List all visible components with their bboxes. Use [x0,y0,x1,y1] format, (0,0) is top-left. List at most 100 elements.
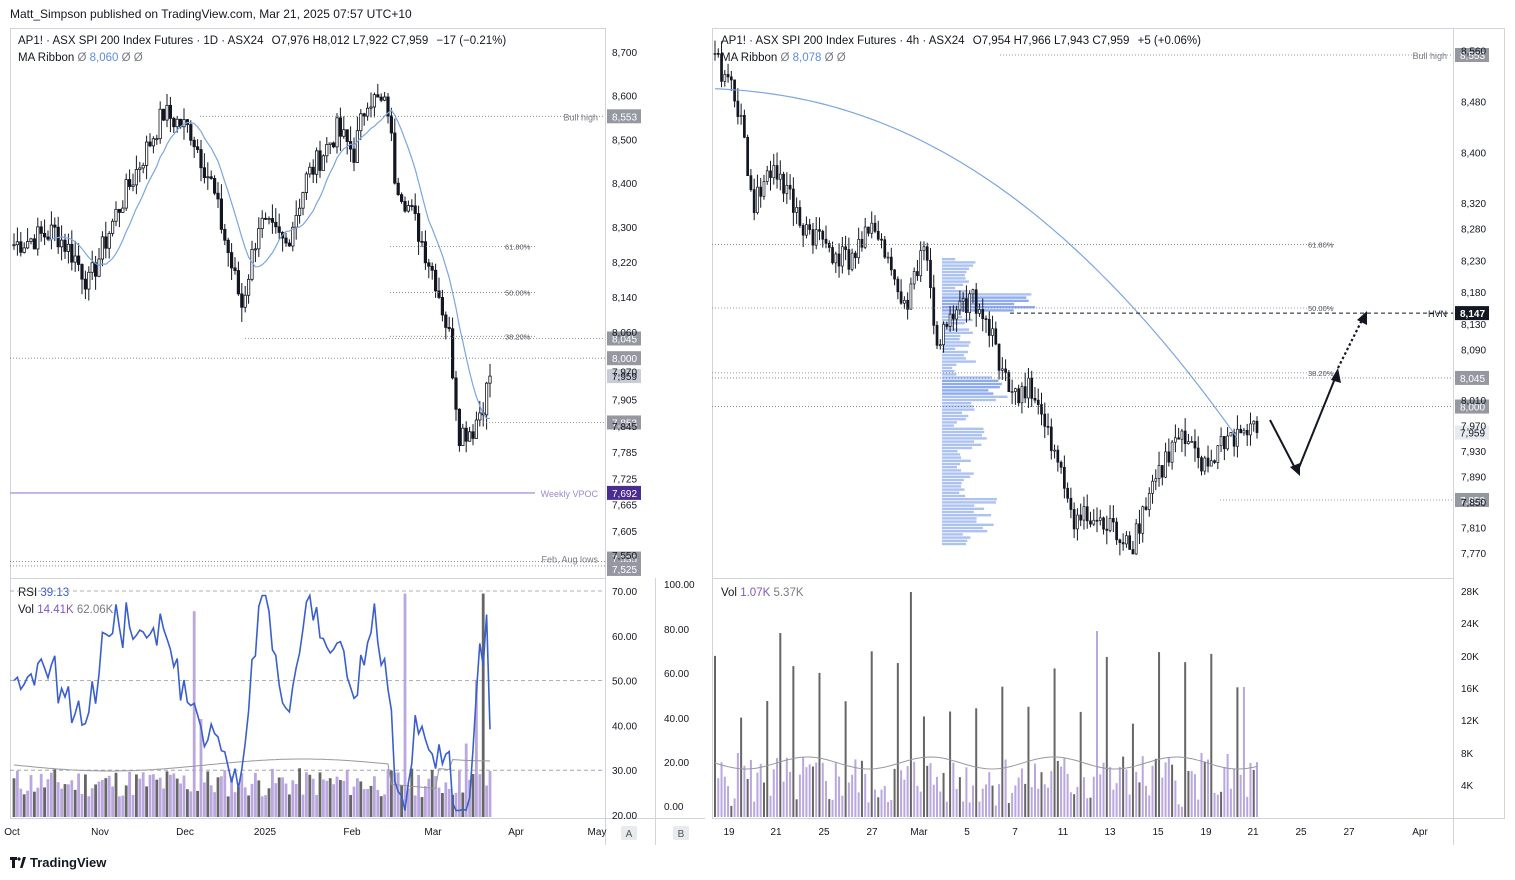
publisher-credit: Matt_Simpson published on TradingView.co… [10,7,412,21]
right-candle-body [948,313,952,327]
left-vol-bar [318,772,322,817]
right-candle-body [968,293,972,314]
right-vol-bar [1256,762,1258,817]
right-volume-pane[interactable] [714,592,1258,817]
right-vol-bar [723,776,726,817]
left-indicator-pane[interactable] [10,590,605,817]
left-vol-bar [16,770,19,817]
left-candle-body [104,236,108,249]
left-vol-bar [267,788,271,817]
right-x-tick: Apr [1412,827,1428,838]
right-ma-extra: Ø Ø [824,52,846,64]
right-vol-bar [939,791,942,817]
right-candle-body [997,343,1001,371]
right-vol-bar [844,701,847,817]
right-vol-bar [1161,777,1164,817]
right-candle-body [729,76,733,81]
right-vol-legend[interactable]: Vol 1.07K 5.37K [721,587,804,599]
left-ma-symbol: Ø [77,52,87,64]
left-vol-y-tick: 20.00 [664,758,689,769]
left-vol-bar [233,792,237,817]
left-candle-body [440,297,445,316]
right-price-chart[interactable]: 61.80% 50.00% 38.20% 8,553 Bull high 8,147 HVN… [712,40,1489,556]
right-candle-body [1007,371,1011,393]
left-candle-body [155,138,159,141]
left-ma-legend[interactable]: MA Ribbon Ø 8,060 Ø Ø [18,52,143,64]
left-x-tick: Feb [343,827,361,838]
left-candle-body [124,179,128,209]
right-candle-body [726,74,730,78]
right-price-label-box [1455,425,1489,440]
rsi-legend[interactable]: RSI 39.13 [18,587,69,599]
right-candle-body [899,291,903,304]
left-symbol-title: AP1! · ASX SPI 200 Index Futures · 1D · … [18,35,264,47]
left-candle-body [393,132,397,184]
right-vol-bar [1109,767,1112,817]
left-fib-label: 61.80% [505,243,531,252]
right-vol-bar [1060,766,1063,817]
left-vol-bar [111,786,114,817]
left-vol-bar [223,770,227,817]
right-vol-bar [1164,762,1167,817]
left-candle-body [158,108,162,140]
right-vol-bar [1030,787,1033,817]
right-candle-body [1200,457,1203,472]
volume-profile-bar [942,280,969,283]
volume-profile-bar [942,389,989,392]
left-vol-bar [152,774,155,817]
right-candle-body [880,238,883,241]
right-vol-y-tick: 16K [1461,684,1479,695]
right-candle-body [850,252,854,270]
left-vol-bar [97,781,101,817]
right-y-tick: 7,810 [1461,523,1486,534]
right-vol-bar [877,797,880,817]
left-vol-bar [131,794,135,817]
left-vol-bar [46,779,50,817]
right-candle-body [912,271,916,285]
right-ma-legend[interactable]: MA Ribbon Ø 8,078 Ø Ø [721,52,846,64]
right-vol-bar [831,799,834,817]
right-candle-body [1147,493,1151,510]
rsi-y-tick: 30.00 [612,766,637,777]
volume-profile-bar [942,392,994,395]
right-candle-body [1144,506,1148,510]
right-vol-ma-line [714,756,1258,770]
left-candle-body [178,118,183,128]
tradingview-footer[interactable]: TradingView [10,855,106,870]
axis-tag-b-label: B [678,829,685,840]
left-vol-bar [230,776,233,817]
right-candle-body [1098,517,1102,521]
left-vol-bar [294,783,298,817]
right-candle-body [716,53,720,55]
left-candle-body [399,194,404,202]
left-candle-body [379,96,383,101]
left-vol-legend[interactable]: Vol 14.41K 62.06K [18,604,113,616]
right-candle-body [1072,509,1076,530]
left-vol-bar [189,791,193,817]
right-candle-body [824,238,828,244]
volume-profile-bar [942,427,984,430]
right-candle-body [723,74,727,82]
left-vol-y-tick: 80.00 [664,625,689,636]
left-y-tick: 7,550 [612,551,637,562]
left-price-label-text: 7,535 [612,555,637,566]
right-vol-bar [906,765,909,817]
volume-profile-bar [942,264,974,267]
right-vol-bar [815,762,818,817]
right-vol-bar [929,763,932,817]
right-x-tick: 25 [818,827,830,838]
left-vol-bar [196,790,199,817]
left-vol-bar [121,795,125,817]
left-y-tick: 8,220 [612,258,637,269]
left-candle-body [474,419,479,439]
right-candle-body [984,318,988,320]
left-x-tick: Apr [508,827,524,838]
left-vol-value: 14.41K [37,604,74,616]
volume-profile-bar [942,315,963,318]
right-candle-body [1216,445,1220,463]
volume-profile-bar [942,299,1029,302]
left-vol-bar [155,779,159,817]
left-vol-bar [29,775,33,817]
